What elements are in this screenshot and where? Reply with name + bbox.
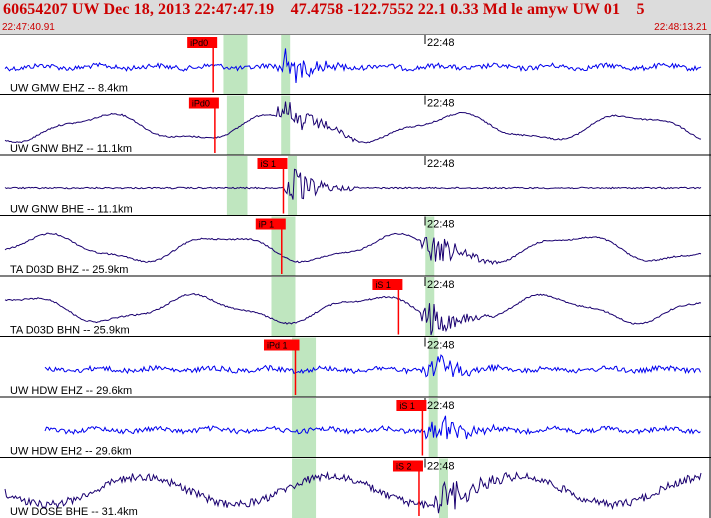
coda-window [425, 216, 435, 276]
channel-label: TA D03D BHZ -- 25.9km [10, 264, 128, 276]
coda-window [428, 337, 438, 397]
minute-marker-label: 22:48 [427, 461, 455, 473]
minute-marker-label: 22:48 [427, 158, 455, 170]
minute-marker-label: 22:48 [427, 219, 455, 231]
analysis-window [226, 156, 248, 216]
minute-marker-label: 22:48 [427, 340, 455, 352]
waveform [4, 168, 702, 200]
phase-pick-label: iS 2 [396, 462, 412, 472]
event-title: 60654207 UW Dec 18, 2013 22:47:47.19 47.… [3, 1, 645, 18]
trace-panel[interactable]: 22:48 iPd0 UW GNW BHZ -- 11.1km [0, 94, 711, 156]
channel-label: UW DOSE BHE -- 31.4km [10, 506, 138, 518]
channel-label: TA D03D BHN -- 25.9km [10, 325, 130, 337]
phase-pick-label: iPd0 [192, 99, 210, 109]
window-end-time: 22:48:13.21 [654, 22, 707, 33]
waveform [4, 101, 702, 144]
coda-window [288, 156, 298, 216]
analysis-window [292, 398, 317, 458]
channel-label: UW GNW BHE -- 11.1km [10, 204, 133, 216]
analysis-window [226, 95, 245, 155]
channel-label: UW GMW EHZ -- 8.4km [10, 83, 128, 95]
phase-pick-label: iP 1 [259, 220, 274, 230]
phase-pick-flag[interactable] [255, 218, 286, 230]
phase-pick-flag[interactable] [188, 97, 219, 109]
window-start-time: 22:47:40.91 [2, 22, 55, 33]
coda-window [281, 95, 291, 155]
minute-marker-label: 22:48 [427, 400, 455, 412]
phase-pick-label: iS 1 [260, 159, 276, 169]
phase-pick-label: iPd0 [190, 38, 208, 48]
trace-panel[interactable]: 22:48 iPd0 UW GMW EHZ -- 8.4km [0, 34, 711, 95]
phase-pick-label: iS 1 [375, 280, 391, 290]
waveform [44, 415, 701, 440]
minute-marker-label: 22:48 [427, 279, 455, 291]
trace-panel[interactable]: 22:48 iP 1 TA D03D BHZ -- 25.9km [0, 215, 711, 277]
trace-panel[interactable]: 22:48 iS 1 TA D03D BHN -- 25.9km [0, 275, 711, 337]
phase-pick-label: iS 1 [399, 401, 415, 411]
phase-pick-flag[interactable] [187, 37, 218, 48]
waveform [4, 293, 702, 336]
analysis-window [223, 35, 248, 95]
analysis-window [292, 458, 317, 518]
trace-panel[interactable]: 22:48 iPd 1 UW HDW EHZ -- 29.6km [0, 336, 711, 398]
seismogram-panel[interactable]: 22:48 iPd0 UW GMW EHZ -- 8.4km 22:48 iPd0 UW … [0, 34, 711, 518]
phase-pick-flag[interactable] [257, 158, 288, 169]
coda-window [428, 398, 438, 458]
channel-label: UW GNW BHZ -- 11.1km [10, 143, 132, 155]
waveform [4, 48, 702, 84]
minute-marker-label: 22:48 [427, 37, 455, 49]
channel-label: UW HDW EH2 -- 29.6km [10, 446, 132, 458]
waveform [44, 354, 701, 378]
minute-marker-label: 22:48 [427, 98, 455, 110]
trace-panel[interactable]: 22:48 iS 1 UW GNW BHE -- 11.1km [0, 154, 711, 216]
phase-pick-flag[interactable] [372, 279, 403, 290]
coda-window [281, 35, 291, 95]
phase-pick-label: iPd 1 [267, 341, 288, 351]
trace-panel[interactable]: 22:48 iS 1 UW HDW EH2 -- 29.6km [0, 396, 711, 458]
phase-pick-flag[interactable] [392, 460, 423, 472]
channel-label: UW HDW EHZ -- 29.6km [10, 385, 132, 397]
trace-panel[interactable]: 22:48 iS 2 UW DOSE BHE -- 31.4km [0, 457, 711, 518]
event-header: 60654207 UW Dec 18, 2013 22:47:47.19 47.… [0, 0, 711, 34]
analysis-window [271, 277, 296, 337]
phase-pick-flag[interactable] [263, 339, 300, 351]
waveform [4, 232, 702, 266]
coda-window [438, 458, 448, 518]
waveform [4, 470, 702, 514]
phase-pick-flag[interactable] [396, 400, 427, 411]
